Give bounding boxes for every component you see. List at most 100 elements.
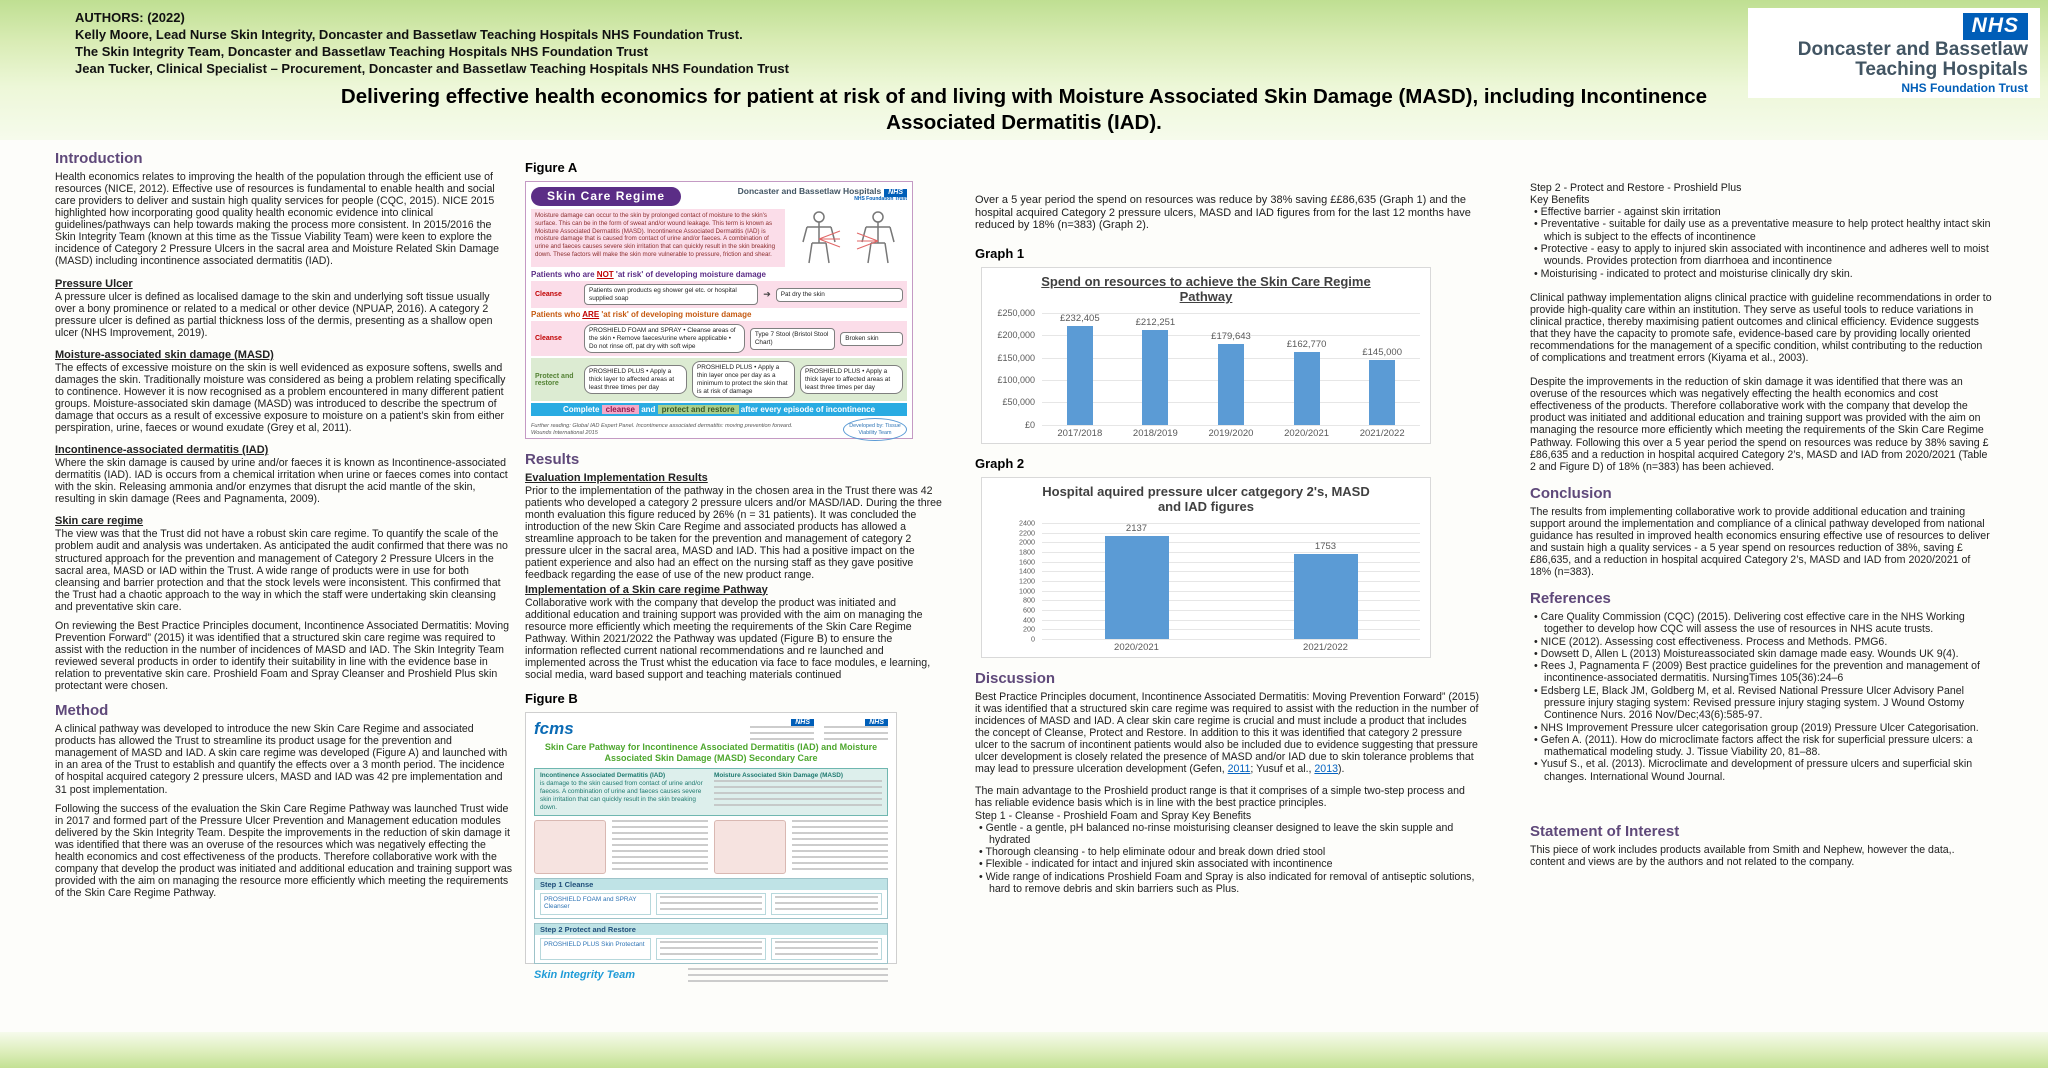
bar-value-label: £232,405 [1059, 312, 1100, 324]
step1-header: Step 1 Cleanse [535, 878, 887, 890]
band-text-post: 'at risk' of developing moisture damage [599, 310, 752, 320]
implementation-text: Collaborative work with the company that… [525, 596, 931, 681]
reference-item: NICE (2012). Assessing cost effectivenes… [1534, 636, 1992, 648]
proshield-plus-box-2: PROSHIELD PLUS • Apply a thin layer once… [692, 361, 795, 399]
figure-b-middle-row [534, 819, 888, 874]
conclusion-text: The results from implementing collaborat… [1530, 505, 1990, 578]
bar [1217, 344, 1244, 425]
reference-item: Yusuf S., et al. (2013). Microclimate an… [1534, 758, 1992, 783]
figure-a-org: Doncaster and Bassetlaw Hospitals NHS NHS… [737, 186, 907, 202]
figure-a-protect-row: Protect and restore PROSHIELD PLUS • App… [531, 358, 907, 402]
bar-cell: £162,770 [1269, 313, 1345, 425]
discussion-p1-text: Best Practice Principles document, Incon… [975, 690, 1480, 776]
gridline [1042, 335, 1420, 337]
gridline [1042, 571, 1420, 573]
bar-value-label: 1753 [1314, 541, 1337, 553]
graph2-incidence-chart: Hospital aquired pressure ulcer catgegor… [981, 476, 1431, 658]
figure-a-label: Figure A [525, 160, 578, 175]
band-text: Patients who [531, 310, 583, 320]
nhs-mini-logo: NHS [791, 718, 814, 726]
figure-b-header: fcms NHS NHS [534, 718, 888, 740]
bar-cell: £232,405 [1042, 313, 1118, 425]
figure-a-org-name: Doncaster and Bassetlaw Hospitals [737, 186, 882, 196]
graph1-x-axis: 2017/2018 2018/2019 2019/2020 2020/2021 2021… [1042, 425, 1420, 439]
bar-cell: 1753 [1231, 523, 1420, 639]
gridline [1042, 629, 1420, 631]
author-line-1: Kelly Moore, Lead Nurse Skin Integrity, … [75, 26, 743, 42]
discussion-p1-post: ). [1337, 763, 1345, 776]
blurred-text [792, 819, 888, 874]
graph2-plot-area: 2137 1753 [1042, 522, 1420, 640]
gridline [1042, 522, 1420, 524]
banner-text: Complete [562, 405, 602, 415]
introduction-heading: Introduction [55, 150, 143, 167]
conclusion-heading: Conclusion [1530, 484, 1612, 502]
gridline [1042, 600, 1420, 602]
broken-skin-box: Broken skin [840, 332, 903, 346]
figure-a-not-at-risk-band: Patients who are NOT 'at risk' of develo… [531, 270, 907, 279]
y-tick-label: £250,000 [997, 307, 1035, 318]
graph1-label: Graph 1 [975, 245, 1025, 261]
nhs-logo-small-1: NHS [750, 718, 814, 740]
discussion-p1: Best Practice Principles document, Incon… [975, 691, 1483, 775]
cleanse-label-2: Cleanse [535, 335, 562, 343]
figure-a-banner: Skin Care Regime [531, 187, 682, 206]
step1-cleanse-line: Step 1 - Cleanse - Proshield Foam and Sp… [975, 809, 1252, 822]
bar [1104, 535, 1169, 639]
bar-cell: £145,000 [1344, 313, 1420, 425]
skin-care-regime-p1: The view was that the Trust did not have… [55, 528, 508, 613]
figure-b-label: Figure B [525, 690, 578, 706]
discussion-bullet: Gentle - a gentle, pH balanced no-rinse … [979, 822, 1483, 847]
author-line-3: Jean Tucker, Clinical Specialist – Procu… [75, 60, 789, 76]
gridline [1042, 312, 1420, 314]
figure-a-intro-row: Moisture damage can occur to the skin by… [531, 209, 907, 267]
y-tick-label: 1600 [1019, 557, 1035, 567]
iad-definition: Incontinence Associated Dermatitis (IAD)… [540, 772, 708, 812]
cleanse-box-1: Patients own products eg shower gel etc.… [584, 284, 759, 306]
tissue-viability-team-logo: Developed by: Tissue Viability Team [843, 418, 907, 442]
benefits-bullet-list: Effective barrier - against skin irritat… [1530, 206, 1992, 280]
bar-cell: 2137 [1042, 523, 1231, 639]
discussion-heading: Discussion [975, 669, 1056, 687]
discussion-bullet: Flexible - indicated for intact and inju… [979, 858, 1483, 870]
pressure-ulcer-heading: Pressure Ulcer [55, 277, 133, 290]
protect-restore-label: Protect and restore [535, 372, 574, 387]
skin-photo-placeholder-2 [714, 819, 786, 874]
y-tick-label: £0 [1024, 419, 1035, 430]
blurred-text [659, 895, 763, 912]
gefen-2011-link[interactable]: 2011 [1227, 763, 1251, 776]
nhs-logo-badge: NHS [1962, 13, 2028, 40]
discussion-p2: The main advantage to the Proshield prod… [975, 785, 1465, 810]
y-tick-label: 2000 [1019, 537, 1035, 547]
graph2-y-axis: 2400 2200 2000 1800 1600 1400 1200 1000 800 600 40… [992, 518, 1042, 643]
figure-a-intro-text: Moisture damage can occur to the skin by… [531, 209, 785, 267]
fcms-logo: fcms [534, 719, 574, 739]
y-tick-label: £50,000 [1002, 397, 1035, 408]
y-tick-label: 2200 [1019, 528, 1035, 538]
figure-b-nhs-logos: NHS NHS [750, 718, 888, 740]
iad-heading: Incontinence-associated dermatitis (IAD) [55, 444, 269, 457]
graph2-plot-wrap: 2400 2200 2000 1800 1600 1400 1200 1000 800 600 40… [992, 518, 1420, 643]
gridline [1042, 609, 1420, 611]
bar [1142, 329, 1169, 425]
bar [1066, 325, 1093, 425]
iad-text: Where the skin damage is caused by urine… [55, 457, 508, 506]
statement-of-interest-heading: Statement of Interest [1530, 823, 1680, 840]
clinical-pathway-paragraph: Clinical pathway implementation aligns c… [1530, 291, 1992, 365]
proshield-plus-box-1: PROSHIELD PLUS • Apply a thick layer to … [584, 365, 687, 395]
figure-a-trust: NHS Foundation Trust [854, 195, 907, 202]
poster-footer-band [0, 1032, 2048, 1068]
yusuf-2013-link[interactable]: 2013 [1314, 763, 1338, 776]
bar-value-label: £179,643 [1211, 331, 1251, 343]
column-introduction: Introduction Health economics relates to… [55, 150, 513, 909]
y-tick-label: 200 [1023, 624, 1035, 634]
y-tick-label: 800 [1023, 595, 1035, 605]
figure-b-step1: Step 1 Cleanse PROSHIELD FOAM and SPRAY … [534, 877, 888, 919]
graph1-title: Spend on resources to achieve the Skin C… [1041, 273, 1371, 305]
graph2-title: Hospital aquired pressure ulcer catgegor… [1042, 483, 1370, 515]
figure-b-step2: Step 2 Protect and Restore PROSHIELD PLU… [534, 922, 888, 964]
y-tick-label: 1200 [1019, 576, 1035, 586]
gridline [1042, 532, 1420, 534]
author-line-2: The Skin Integrity Team, Doncaster and B… [75, 43, 649, 59]
step2-body: PROSHIELD PLUS Skin Protectant [535, 935, 887, 963]
